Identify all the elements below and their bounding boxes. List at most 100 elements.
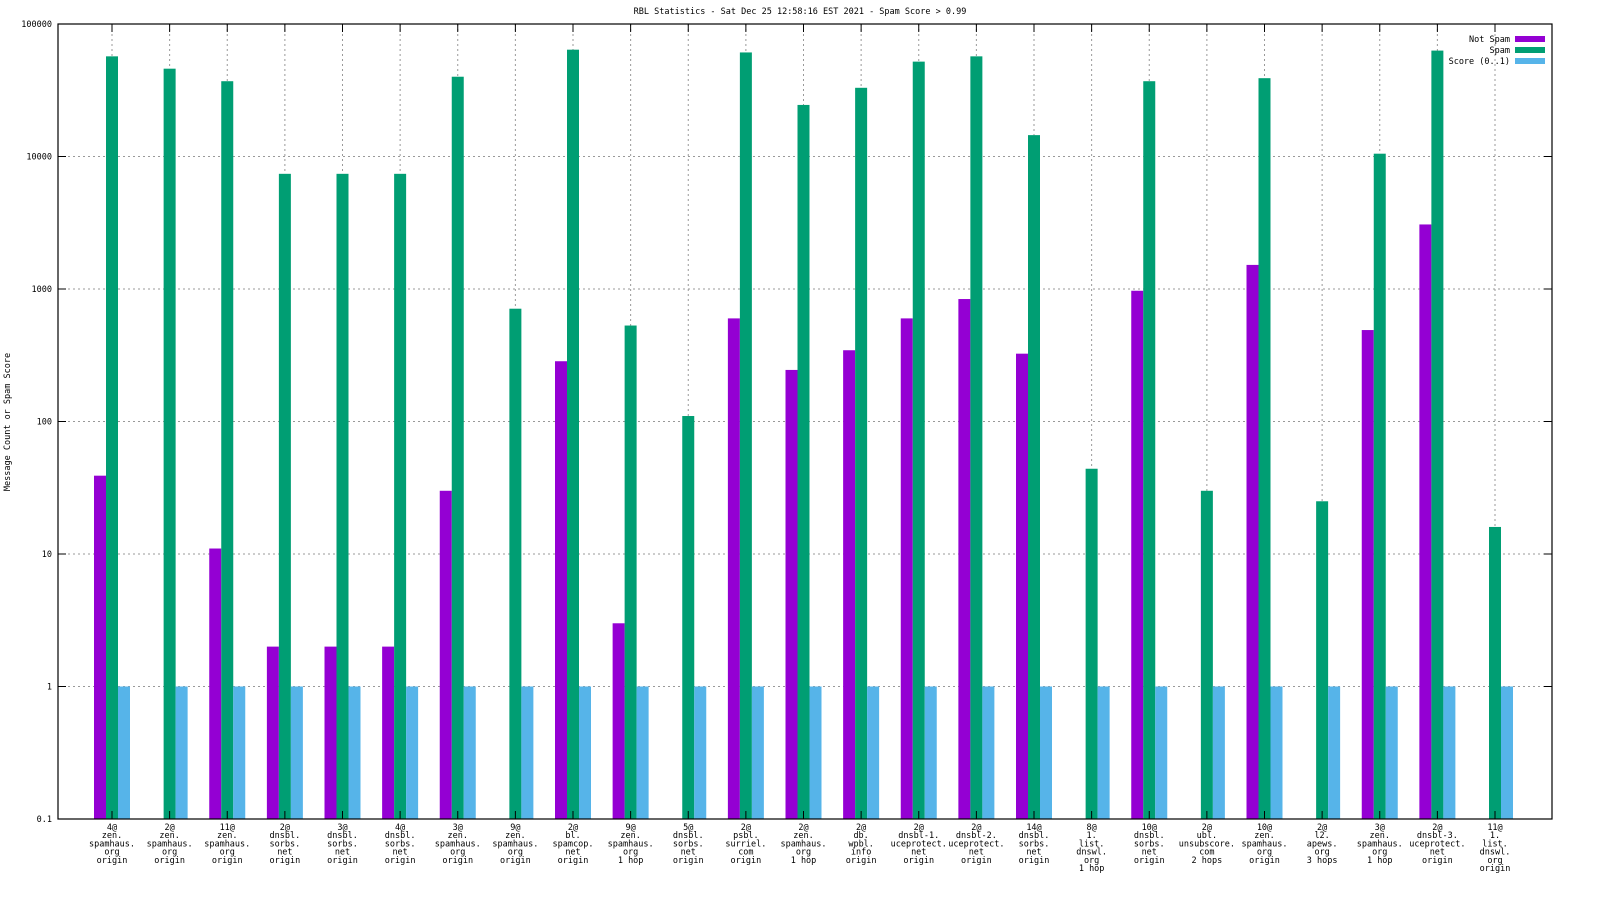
bar-spam xyxy=(1143,81,1156,820)
x-tick-label: sorbs. xyxy=(327,839,358,849)
bar-spam xyxy=(970,56,983,820)
x-tick-label: origin xyxy=(1422,856,1453,866)
x-tick-label: org xyxy=(623,848,638,858)
x-tick-label: origin xyxy=(558,856,589,866)
x-tick-label: origin xyxy=(1249,856,1280,866)
x-tick-label: bl. xyxy=(565,831,580,841)
bar-not-spam xyxy=(1016,353,1028,819)
x-tick-label: zen. xyxy=(793,831,813,841)
x-tick-label: dnsbl. xyxy=(385,831,416,841)
x-tick-label: origin xyxy=(154,856,185,866)
x-tick-label: 9@ xyxy=(510,823,520,833)
x-tick-label: zen. xyxy=(217,831,237,841)
bar-score- xyxy=(751,686,764,819)
x-tick-label: 1 hop xyxy=(618,856,644,866)
x-tick-label: 2@ xyxy=(798,823,808,833)
bar-not-spam xyxy=(727,318,740,819)
x-tick-label: com xyxy=(738,848,753,858)
bar-score- xyxy=(1040,686,1052,819)
x-tick-label: spamhaus. xyxy=(204,839,250,849)
x-tick-label: 5@ xyxy=(683,823,693,833)
bar-spam xyxy=(394,173,407,820)
y-tick-label: 100 xyxy=(37,418,52,428)
y-tick-label: 10 xyxy=(42,550,52,560)
bar-spam xyxy=(912,61,925,819)
x-tick-label: 2 hops xyxy=(1192,856,1223,866)
bar-score- xyxy=(1097,686,1110,819)
x-tick-label: spamhaus. xyxy=(492,839,538,849)
bar-score- xyxy=(1443,686,1456,819)
bar-not-spam xyxy=(555,361,567,819)
x-tick-label: origin xyxy=(961,856,992,866)
x-tick-label: 2@ xyxy=(741,823,751,833)
bar-not-spam xyxy=(900,318,913,819)
x-tick-label: 4@ xyxy=(395,823,405,833)
bar-not-spam xyxy=(1419,224,1432,819)
x-tick-label: origin xyxy=(385,856,416,866)
bar-not-spam xyxy=(958,299,971,820)
x-tick-label: org xyxy=(220,848,235,858)
x-tick-label: sorbs. xyxy=(1134,839,1165,849)
y-tick-label: 10000 xyxy=(26,153,52,163)
x-tick-label: dnswl. xyxy=(1076,848,1107,858)
x-tick-label: net xyxy=(277,848,292,858)
bar-spam xyxy=(163,68,176,820)
x-tick-label: net xyxy=(969,848,984,858)
x-tick-label: 2@ xyxy=(280,823,290,833)
bar-spam xyxy=(1431,50,1444,819)
bar-score- xyxy=(290,686,303,819)
x-tick-label: org xyxy=(1372,848,1387,858)
legend-label: Spam xyxy=(1490,46,1510,56)
bar-spam xyxy=(1373,153,1386,820)
bar-not-spam xyxy=(1246,264,1259,819)
x-tick-label: origin xyxy=(212,856,243,866)
x-tick-label: spamhaus. xyxy=(1241,839,1287,849)
bar-not-spam xyxy=(94,475,106,819)
y-tick-label: 1000 xyxy=(32,285,52,295)
x-tick-label: org xyxy=(796,848,811,858)
x-tick-label: surriel. xyxy=(725,839,766,849)
x-tick-label: 2@ xyxy=(971,823,981,833)
x-tick-label: origin xyxy=(673,856,704,866)
y-tick-label: 0.1 xyxy=(37,815,52,825)
x-tick-label: 8@ xyxy=(1087,823,1097,833)
bar-score- xyxy=(924,686,937,819)
y-axis-label: Message Count or Spam Score xyxy=(3,353,13,491)
x-tick-label: uceprotect. xyxy=(1409,839,1465,849)
bar-score- xyxy=(406,686,419,819)
x-tick-label: uceprotect. xyxy=(891,839,947,849)
bar-score- xyxy=(1270,686,1283,819)
x-tick-label: net xyxy=(681,848,696,858)
legend-label: Score (0..1) xyxy=(1449,57,1510,67)
bar-score- xyxy=(579,686,591,819)
bar-not-spam xyxy=(209,548,222,819)
x-tick-label: dnswl. xyxy=(1480,848,1511,858)
x-tick-label: origin xyxy=(442,856,473,866)
bar-spam xyxy=(797,104,810,820)
bar-not-spam xyxy=(785,369,798,819)
x-tick-label: 2@ xyxy=(1432,823,1442,833)
x-tick-label: org xyxy=(1257,848,1272,858)
bar-score- xyxy=(521,686,534,819)
x-tick-label: origin xyxy=(97,856,128,866)
x-tick-label: spamhaus. xyxy=(608,839,654,849)
x-tick-label: sorbs. xyxy=(385,839,416,849)
bar-score- xyxy=(1385,686,1398,819)
x-tick-label: zen. xyxy=(159,831,179,841)
bar-not-spam xyxy=(1131,290,1144,819)
bar-spam xyxy=(739,52,752,820)
x-tick-label: org xyxy=(104,848,119,858)
x-tick-label: net xyxy=(565,848,580,858)
x-tick-label: dnsbl. xyxy=(1134,831,1165,841)
bar-not-spam xyxy=(1361,330,1374,819)
x-tick-label: sorbs. xyxy=(673,839,704,849)
x-tick-label: dnsbl. xyxy=(270,831,301,841)
x-tick-label: spamhaus. xyxy=(780,839,826,849)
x-tick-label: uceprotect. xyxy=(948,839,1004,849)
x-tick-label: 3@ xyxy=(453,823,463,833)
x-tick-label: dnsbl-3. xyxy=(1417,831,1458,841)
x-tick-label: origin xyxy=(846,856,877,866)
x-tick-label: sorbs. xyxy=(270,839,301,849)
x-tick-label: zen. xyxy=(1370,831,1390,841)
x-tick-label: l2. xyxy=(1314,831,1329,841)
